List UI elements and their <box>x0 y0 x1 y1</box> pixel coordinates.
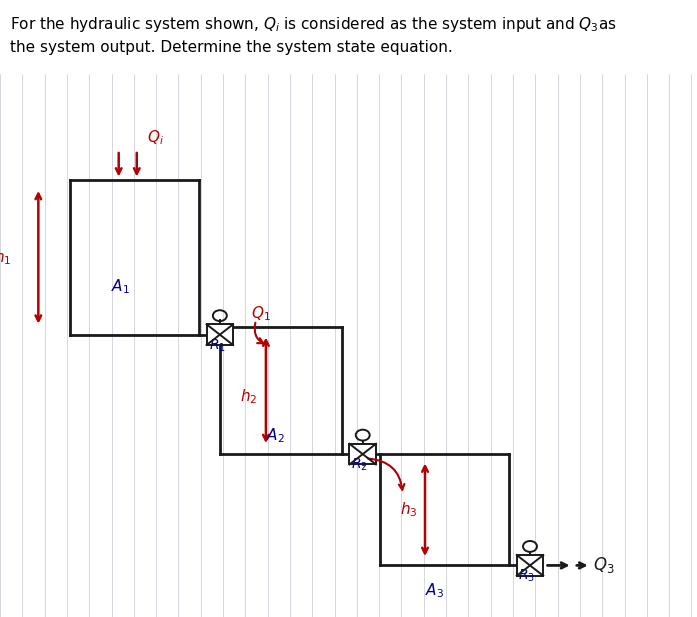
Text: $h_3$: $h_3$ <box>401 500 418 519</box>
Bar <box>349 444 376 465</box>
Text: $h_2$: $h_2$ <box>240 387 258 406</box>
Text: $R_2$: $R_2$ <box>351 457 367 473</box>
Text: $R_1$: $R_1$ <box>209 337 226 354</box>
Text: $R_3$: $R_3$ <box>518 568 535 584</box>
Text: $h_1$: $h_1$ <box>0 248 12 267</box>
Text: $Q_i$: $Q_i$ <box>147 128 164 147</box>
Text: the system output. Determine the system state equation.: the system output. Determine the system … <box>10 40 453 55</box>
Text: $A_3$: $A_3$ <box>425 581 444 600</box>
Text: $Q_3$: $Q_3$ <box>593 555 615 576</box>
Text: $A_2$: $A_2$ <box>266 426 285 445</box>
Bar <box>206 325 233 345</box>
Text: $A_1$: $A_1$ <box>111 277 130 296</box>
Text: For the hydraulic system shown, $\boldsymbol{Q_i}$ is considered as the system i: For the hydraulic system shown, $\boldsy… <box>10 15 617 35</box>
Text: $Q_1$: $Q_1$ <box>250 304 270 323</box>
Bar <box>516 555 543 576</box>
